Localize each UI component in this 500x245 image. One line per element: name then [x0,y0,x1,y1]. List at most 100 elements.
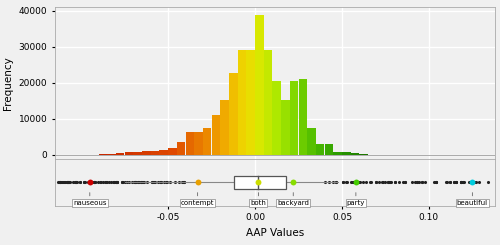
Point [80,180,88,184]
Bar [108,154,116,155]
Point [136,180,144,184]
Point [457,180,465,184]
Bar [229,73,237,155]
Bar [272,81,281,155]
Point [401,180,409,184]
Point [85,180,93,184]
Point [401,180,409,184]
Point [467,180,475,184]
Point [381,180,389,184]
Point [355,180,363,184]
Y-axis label: Frequency: Frequency [3,56,13,110]
Point [62,180,70,184]
Bar [264,50,272,155]
Point [164,180,172,184]
Point [452,180,460,184]
Point [421,180,429,184]
Point [102,180,110,184]
Point [138,180,145,184]
Point [90,180,98,184]
Point [342,180,349,184]
Point [157,180,165,184]
Point [458,180,466,184]
Point [179,180,187,184]
Point [414,180,422,184]
Point [162,180,170,184]
Point [76,180,84,184]
Point [124,180,132,184]
Point [368,180,376,184]
Point [432,180,440,184]
Point [180,180,188,184]
Point [452,180,460,184]
Bar [238,50,246,155]
Point [72,180,80,184]
Point [380,180,388,184]
Bar [150,151,160,155]
Point [432,180,440,184]
Bar [212,115,220,155]
Point [349,180,357,184]
Point [254,180,262,184]
Point [58,180,66,184]
Bar [308,128,316,155]
Text: beautiful: beautiful [457,193,488,206]
Point [166,180,173,184]
Point [386,180,394,184]
Point [151,180,159,184]
Point [385,180,393,184]
Point [143,180,151,184]
Point [113,180,121,184]
Point [349,180,357,184]
Point [55,180,63,184]
Text: both: both [250,193,266,206]
Point [148,180,156,184]
Point [132,180,140,184]
Point [107,180,115,184]
Point [384,180,392,184]
Point [396,180,404,184]
Point [66,180,74,184]
Bar [342,152,350,155]
Point [194,180,202,184]
Point [339,180,347,184]
Point [59,180,67,184]
Point [65,180,73,184]
Bar [234,176,286,189]
Point [86,180,94,184]
Bar [290,81,298,155]
Point [64,180,72,184]
Point [446,180,454,184]
Point [415,180,423,184]
Point [408,180,416,184]
Point [64,180,72,184]
Point [430,180,438,184]
Point [56,180,64,184]
Point [472,180,480,184]
Point [362,180,370,184]
Point [86,180,94,184]
X-axis label: AAP Values: AAP Values [246,228,304,238]
Point [157,180,165,184]
Point [98,180,106,184]
Point [132,180,140,184]
Bar [360,154,368,155]
Point [484,180,492,184]
Point [128,180,136,184]
Bar [255,15,264,155]
Point [356,180,364,184]
Point [460,180,468,184]
Point [442,180,450,184]
Point [354,180,362,184]
Text: party: party [346,193,365,206]
Point [125,180,133,184]
Bar [177,142,186,155]
Point [122,180,130,184]
Point [110,180,118,184]
Point [470,180,478,184]
Point [114,180,122,184]
Point [332,180,340,184]
Point [160,180,168,184]
Point [87,180,95,184]
Point [118,180,126,184]
